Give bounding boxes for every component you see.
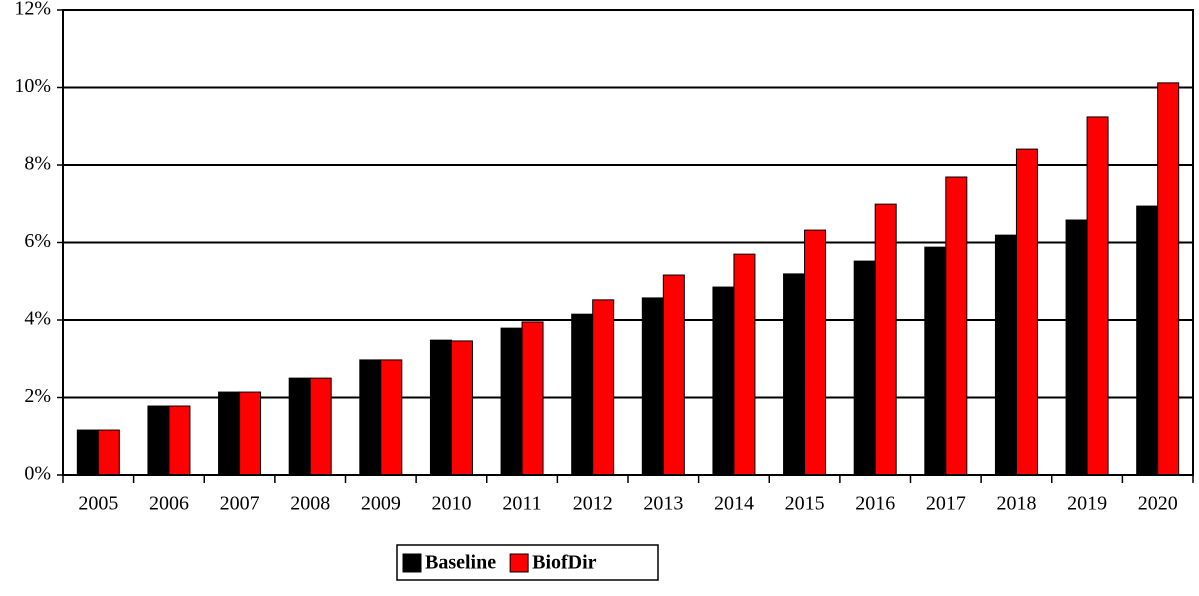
x-tick-label: 2019	[1067, 493, 1107, 515]
bar	[1015, 148, 1038, 476]
y-tick-label: 8%	[24, 153, 51, 175]
bar	[76, 429, 99, 476]
bar	[97, 429, 120, 476]
x-tick-label: 2020	[1138, 493, 1178, 515]
y-tick-label: 4%	[24, 308, 51, 330]
x-tick-label: 2013	[643, 493, 683, 515]
x-tick-label: 2010	[431, 493, 471, 515]
x-tick-label: 2007	[220, 493, 260, 515]
y-tick-label: 2%	[24, 385, 51, 407]
legend-text: BiofDir	[532, 552, 597, 574]
bar	[521, 321, 544, 476]
bar	[500, 327, 523, 476]
bar	[945, 176, 968, 476]
bar	[874, 203, 897, 476]
bar	[592, 299, 615, 476]
x-tick-label: 2009	[361, 493, 401, 515]
x-tick-label: 2017	[926, 493, 966, 515]
bar	[924, 246, 947, 476]
bar	[1086, 116, 1109, 476]
y-tick-label: 12%	[14, 0, 51, 20]
bar	[783, 273, 806, 476]
x-tick-label: 2012	[573, 493, 613, 515]
x-tick-label: 2014	[714, 493, 754, 515]
plot-frame	[62, 9, 1194, 476]
bar	[1157, 82, 1180, 476]
bar	[309, 377, 332, 476]
y-tick-label: 0%	[24, 463, 51, 485]
bar	[450, 340, 473, 476]
bar	[288, 377, 311, 476]
legend-swatch	[509, 553, 529, 573]
bar	[147, 405, 170, 476]
bar	[1136, 205, 1159, 476]
bar	[571, 313, 594, 476]
bar	[429, 339, 452, 476]
bar	[239, 391, 262, 476]
bar	[853, 260, 876, 476]
bar	[218, 391, 241, 476]
bar	[1065, 219, 1088, 476]
bar	[168, 405, 191, 476]
y-tick-label: 6%	[24, 230, 51, 252]
bar	[662, 274, 685, 476]
legend-text: Baseline	[425, 552, 496, 574]
x-tick-label: 2016	[855, 493, 895, 515]
bar	[641, 297, 664, 476]
x-tick-label: 2011	[502, 493, 541, 515]
x-tick-label: 2005	[78, 493, 118, 515]
x-tick-label: 2018	[996, 493, 1036, 515]
bar	[380, 359, 403, 476]
bar	[994, 234, 1017, 476]
bar	[733, 253, 756, 476]
y-tick-label: 10%	[14, 75, 51, 97]
x-tick-label: 2015	[785, 493, 825, 515]
bar	[804, 229, 827, 476]
x-tick-label: 2006	[149, 493, 189, 515]
bar	[712, 286, 735, 476]
legend-swatch	[402, 553, 422, 573]
bar	[359, 359, 382, 476]
x-tick-label: 2008	[290, 493, 330, 515]
